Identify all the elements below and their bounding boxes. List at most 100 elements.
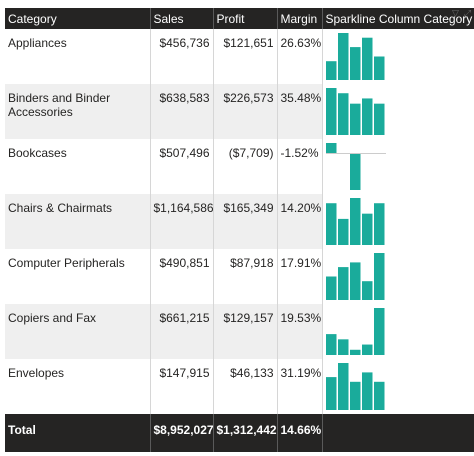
profit-value: $46,133 <box>230 366 274 380</box>
profit-value: $165,349 <box>223 201 274 215</box>
sparkline-bar <box>337 33 348 80</box>
sparkline-bar <box>325 334 336 355</box>
margin-cell: 35.48% <box>276 84 322 139</box>
category-cell: Copiers and Fax <box>5 304 150 359</box>
total-profit: $1,312,442 <box>216 423 277 437</box>
sparkline-bar <box>361 281 372 300</box>
total-profit-cell: $1,312,442 <box>212 414 277 452</box>
sales-value: $490,851 <box>159 256 210 270</box>
table-visual: ▽ ⤢ Category Sales Profit Margin Sparkli… <box>5 8 474 456</box>
sparkline-cell <box>321 84 474 139</box>
sales-cell: $507,496 <box>149 139 213 194</box>
sparkline-bar <box>361 98 372 135</box>
total-label: Total <box>8 423 36 437</box>
sparkline-chart <box>325 363 384 410</box>
sparkline-bar <box>361 37 372 80</box>
column-header-category[interactable]: Category <box>5 8 150 29</box>
profit-value: $129,157 <box>223 311 274 325</box>
sales-cell: $456,736 <box>149 29 213 84</box>
total-label-cell: Total <box>5 414 150 452</box>
profit-cell: ($7,709) <box>212 139 277 194</box>
sparkline-cell <box>321 249 474 304</box>
sales-cell: $1,164,586 <box>149 194 214 249</box>
sparkline-bar <box>373 253 384 300</box>
sparkline-bar <box>349 198 360 245</box>
category-text: Chairs & Chairmats <box>8 201 113 215</box>
sparkline-chart <box>325 143 386 190</box>
sparkline-cell <box>321 139 474 194</box>
sparkline-bar <box>373 308 384 355</box>
sparkline-chart <box>325 253 384 300</box>
margin-cell: 19.53% <box>276 304 322 359</box>
margin-cell: 31.19% <box>276 359 322 414</box>
sparkline-chart <box>325 308 384 355</box>
table-row[interactable]: Chairs & Chairmats $1,164,586 $165,349 14.2… <box>5 194 474 249</box>
category-text: Binders and Binder Accessories <box>8 91 111 119</box>
total-sales: $8,952,027 <box>153 423 214 437</box>
sparkline-bar <box>337 93 348 135</box>
margin-cell: 14.20% <box>276 194 322 249</box>
profit-cell: $226,573 <box>212 84 277 139</box>
sparkline-cell <box>321 194 474 249</box>
header-row: Category Sales Profit Margin Sparkline C… <box>5 8 474 29</box>
focus-mode-icon[interactable]: ⤢ <box>463 8 472 18</box>
sparkline-bar <box>349 153 360 190</box>
margin-value: 19.53% <box>280 311 322 325</box>
table-row[interactable]: Bookcases $507,496 ($7,709) -1.52% <box>5 139 474 194</box>
category-text: Copiers and Fax <box>8 311 97 325</box>
category-cell: Bookcases <box>5 139 150 194</box>
sparkline-bar <box>373 381 384 410</box>
sparkline-bar <box>373 56 384 80</box>
sparkline-bar <box>349 349 360 355</box>
category-text: Computer Peripherals <box>8 256 125 270</box>
sparkline-bar <box>373 203 384 245</box>
sparkline-bar <box>325 276 336 300</box>
profit-cell: $46,133 <box>212 359 277 414</box>
margin-cell: 26.63% <box>276 29 322 84</box>
column-header-margin[interactable]: Margin <box>276 8 322 29</box>
profit-value: $87,918 <box>230 256 274 270</box>
sparkline-bar <box>373 103 384 135</box>
table-row[interactable]: Binders and Binder Accessories $638,583 $2… <box>5 84 474 139</box>
sparkline-bar <box>349 262 360 300</box>
total-sales-cell: $8,952,027 <box>149 414 214 452</box>
margin-value: -1.52% <box>280 146 319 160</box>
column-header-profit[interactable]: Profit <box>212 8 277 29</box>
profit-value: $226,573 <box>223 91 274 105</box>
sparkline-bar <box>337 339 348 355</box>
sales-cell: $661,215 <box>149 304 213 359</box>
table-row[interactable]: Computer Peripherals $490,851 $87,918 17.91… <box>5 249 474 304</box>
sales-cell: $638,583 <box>149 84 213 139</box>
column-header-sparkline[interactable]: Sparkline Column Category <box>321 8 474 29</box>
total-row: Total $8,952,027 $1,312,442 14.66% <box>5 414 474 452</box>
sparkline-bar <box>325 88 336 135</box>
sparkline-bar <box>325 377 336 410</box>
margin-value: 17.91% <box>280 256 322 270</box>
sparkline-bar <box>361 213 372 245</box>
table-row[interactable]: Copiers and Fax $661,215 $129,157 19.53% <box>5 304 474 359</box>
sales-value: $638,583 <box>159 91 210 105</box>
sales-value: $661,215 <box>159 311 210 325</box>
sparkline-bar <box>349 381 360 410</box>
column-header-sales[interactable]: Sales <box>149 8 213 29</box>
sparkline-cell <box>321 359 474 414</box>
category-cell: Binders and Binder Accessories <box>5 84 150 139</box>
sparkline-bar <box>349 103 360 135</box>
total-sparkline-cell <box>321 414 474 452</box>
sparkline-cell <box>321 304 474 359</box>
sales-value: $507,496 <box>159 146 210 160</box>
filter-icon[interactable]: ▽ <box>452 8 459 18</box>
table-row[interactable]: Envelopes $147,915 $46,133 31.19% <box>5 359 474 414</box>
sales-value: $456,736 <box>159 36 210 50</box>
sales-value: $1,164,586 <box>153 201 214 215</box>
sales-cell: $490,851 <box>149 249 213 304</box>
margin-value: 14.20% <box>280 201 322 215</box>
category-table: Category Sales Profit Margin Sparkline C… <box>5 8 474 452</box>
margin-value: 35.48% <box>280 91 322 105</box>
table-row[interactable]: Appliances $456,736 $121,651 26.63% <box>5 29 474 84</box>
sparkline-chart <box>325 33 384 80</box>
visual-header-icons: ▽ ⤢ <box>451 8 472 22</box>
sparkline-bar <box>337 218 348 245</box>
margin-cell: -1.52% <box>276 139 322 194</box>
sparkline-bar <box>325 61 336 80</box>
